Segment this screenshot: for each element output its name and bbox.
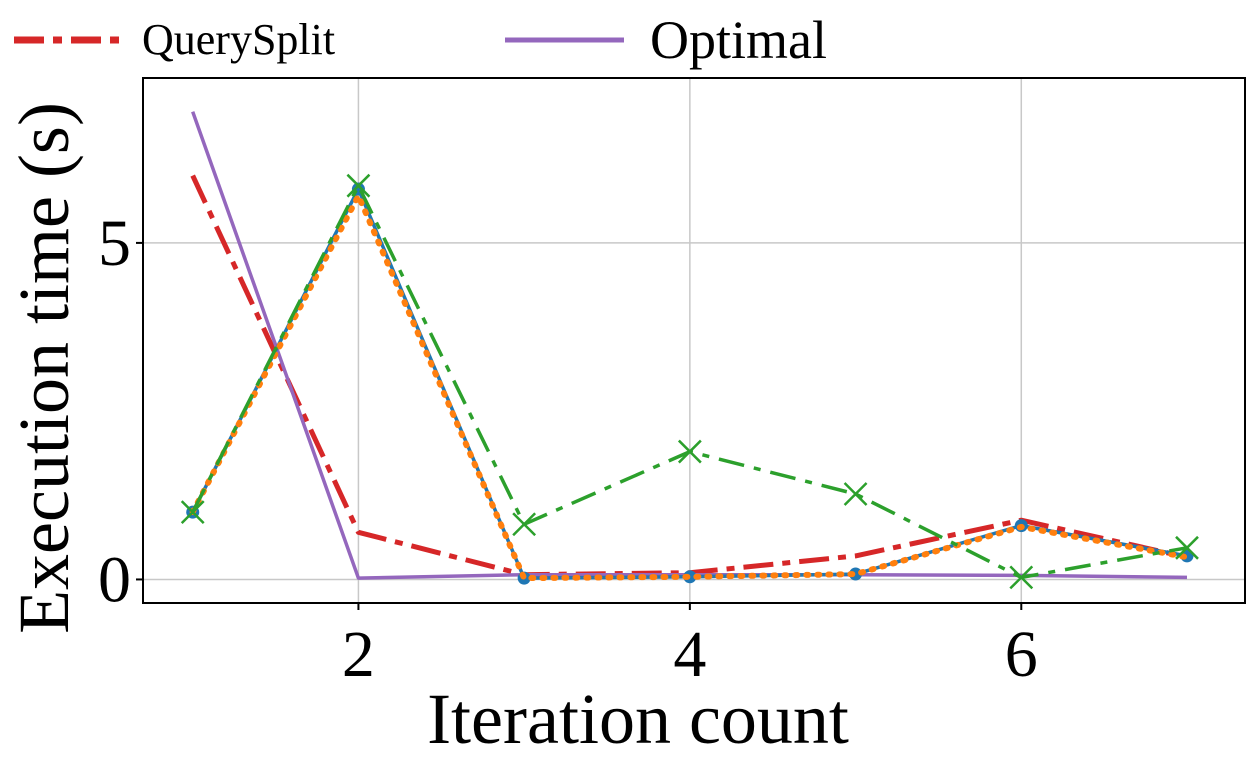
data-point [677,439,702,464]
series-line [189,192,1190,582]
x-axis-label: Iteration count [427,679,849,759]
legend: QuerySplit Optimal [14,10,827,70]
data-point [843,482,868,506]
y-axis-label: Execution time (s) [4,102,84,634]
data-point [1175,535,1199,560]
data-point [1009,565,1034,590]
data-point [180,500,205,525]
grid [143,78,1245,603]
y-tick-label: 0 [98,543,131,616]
legend-label-querysplit: QuerySplit [142,15,335,64]
series-group [180,111,1199,590]
axis-ticks: 2 4 6 0 5 [98,207,1038,691]
series-series-orange [189,192,1190,582]
legend-label-optimal: Optimal [650,10,827,70]
plot-frame [142,77,1246,604]
series-series-green [180,173,1199,590]
data-point [346,173,371,198]
data-point [512,512,537,537]
x-tick-label: 2 [342,618,375,691]
x-tick-label: 6 [1005,618,1038,691]
x-tick-label: 4 [673,618,706,691]
y-tick-label: 5 [98,207,131,280]
